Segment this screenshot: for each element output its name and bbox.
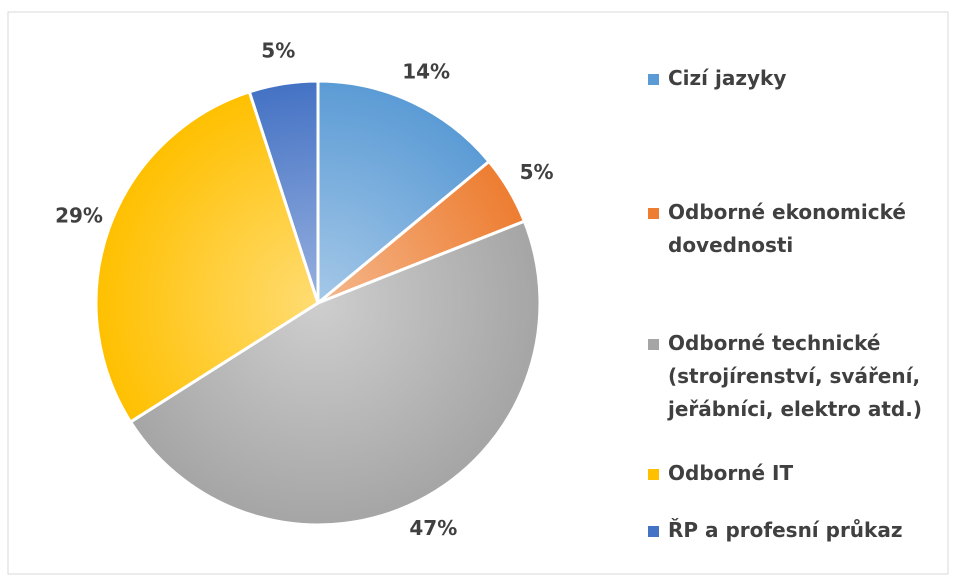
pie-slice <box>128 219 542 527</box>
legend-item: ŘP a profesní průkaz <box>648 514 948 547</box>
legend-item: Cizí jazyky <box>648 62 948 95</box>
legend-item: Odborné ekonomické dovednosti <box>648 196 948 262</box>
legend-label: Odborné IT <box>668 461 794 485</box>
legend-item: Odborné technické (strojírenství, svářen… <box>648 327 948 426</box>
legend-swatch <box>648 208 659 219</box>
pie-slice <box>247 79 320 304</box>
legend-label: Cizí jazyky <box>668 66 787 90</box>
legend-item: Odborné IT <box>648 457 948 490</box>
legend-swatch <box>648 526 659 537</box>
legend-label: ŘP a profesní průkaz <box>668 518 903 542</box>
chart-frame <box>7 11 949 575</box>
legend-swatch <box>648 469 659 480</box>
pie-slice <box>316 79 492 307</box>
legend-label: Odborné technické (strojírenství, svářen… <box>668 331 922 421</box>
data-label: 5% <box>261 39 295 63</box>
data-label: 14% <box>402 60 450 84</box>
legend-label: Odborné ekonomické dovednosti <box>668 200 906 257</box>
data-label: 47% <box>409 516 457 540</box>
legend-swatch <box>648 74 659 85</box>
pie-slice <box>94 89 320 425</box>
data-label: 29% <box>55 203 103 227</box>
data-label: 5% <box>520 160 554 184</box>
legend-swatch <box>648 339 659 350</box>
